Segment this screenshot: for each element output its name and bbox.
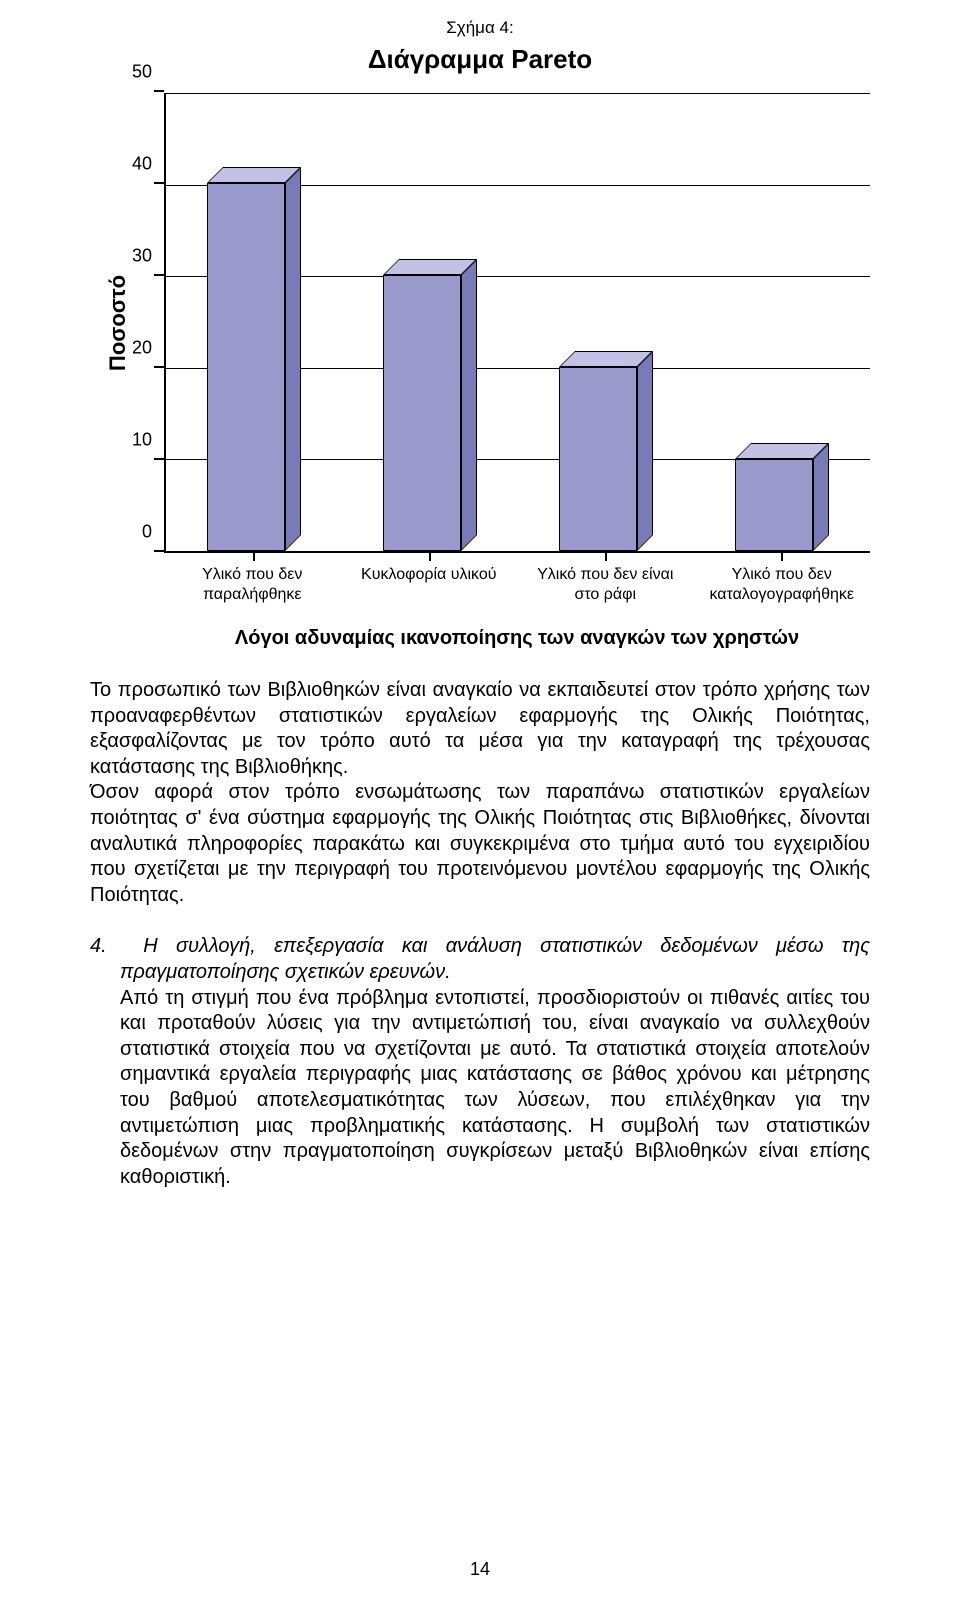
y-tick-mark	[154, 366, 164, 368]
bar-front-face	[559, 367, 637, 551]
pareto-chart: Ποσοστό 01020304050 Υλικό που δεν παραλή…	[90, 93, 870, 650]
bar	[735, 443, 829, 551]
y-tick-mark	[154, 90, 164, 92]
x-tick-mark	[253, 551, 255, 561]
bar-slot	[732, 93, 832, 551]
x-tick-label: Υλικό που δεν είναι στο ράφι	[525, 565, 685, 605]
y-tick-mark	[154, 182, 164, 184]
y-tick-label: 50	[124, 62, 152, 83]
y-tick-label: 40	[124, 154, 152, 175]
y-tick-mark	[154, 274, 164, 276]
x-tick-label: Υλικό που δεν παραλήφθηκε	[172, 565, 332, 605]
bar-slot	[204, 93, 304, 551]
figure-caption: Σχήμα 4:	[90, 18, 870, 38]
chart-body: Ποσοστό 01020304050	[90, 93, 870, 553]
y-axis-label-container: Ποσοστό	[90, 93, 120, 553]
paragraph-1: Το προσωπικό των Βιβλιοθηκών είναι αναγκ…	[90, 678, 870, 780]
chart-title: Διάγραμμα Pareto	[90, 44, 870, 75]
list-item-number: 4.	[90, 935, 107, 957]
x-axis-title: Λόγοι αδυναμίας ικανοποίησης των αναγκών…	[164, 627, 870, 650]
bar-slot	[556, 93, 656, 551]
y-tick-label: 10	[124, 430, 152, 451]
x-tick-mark	[781, 551, 783, 561]
list-item-4: 4. Η συλλογή, επεξεργασία και ανάλυση στ…	[90, 934, 870, 985]
y-tick-mark	[154, 458, 164, 460]
bar	[383, 259, 477, 551]
paragraph-2: Όσον αφορά στον τρόπο ενσωμάτωσης των πα…	[90, 780, 870, 908]
bar-side-face	[813, 443, 829, 551]
bar-side-face	[637, 351, 653, 551]
y-tick-mark	[154, 550, 164, 552]
bar	[207, 167, 301, 551]
plot-area	[164, 93, 870, 553]
page-root: Σχήμα 4: Διάγραμμα Pareto Ποσοστό 0 10 20 3…	[0, 0, 960, 1610]
x-tick-mark	[605, 551, 607, 561]
x-tick-label: Κυκλοφορία υλικού	[349, 565, 509, 605]
x-tick-label: Υλικό που δεν καταλογογραφήθηκε	[702, 565, 862, 605]
list-item-4-body: Από τη στιγμή που ένα πρόβλημα εντοπιστε…	[90, 986, 870, 1191]
bar-side-face	[285, 167, 301, 551]
page-number: 14	[0, 1559, 960, 1580]
y-axis: 01020304050	[120, 93, 164, 553]
y-tick-label: 0	[124, 522, 152, 543]
x-axis-labels: Υλικό που δεν παραλήφθηκε Κυκλοφορία υλικ…	[164, 565, 870, 605]
y-tick-label: 20	[124, 338, 152, 359]
bar-side-face	[461, 259, 477, 551]
bar-front-face	[383, 275, 461, 551]
bar-front-face	[207, 183, 285, 551]
bars-container	[166, 93, 870, 551]
y-tick-label: 30	[124, 246, 152, 267]
bar-front-face	[735, 459, 813, 551]
bar-slot	[380, 93, 480, 551]
bar	[559, 351, 653, 551]
list-item-title: Η συλλογή, επεξεργασία και ανάλυση στατι…	[120, 935, 870, 983]
x-tick-mark	[429, 551, 431, 561]
